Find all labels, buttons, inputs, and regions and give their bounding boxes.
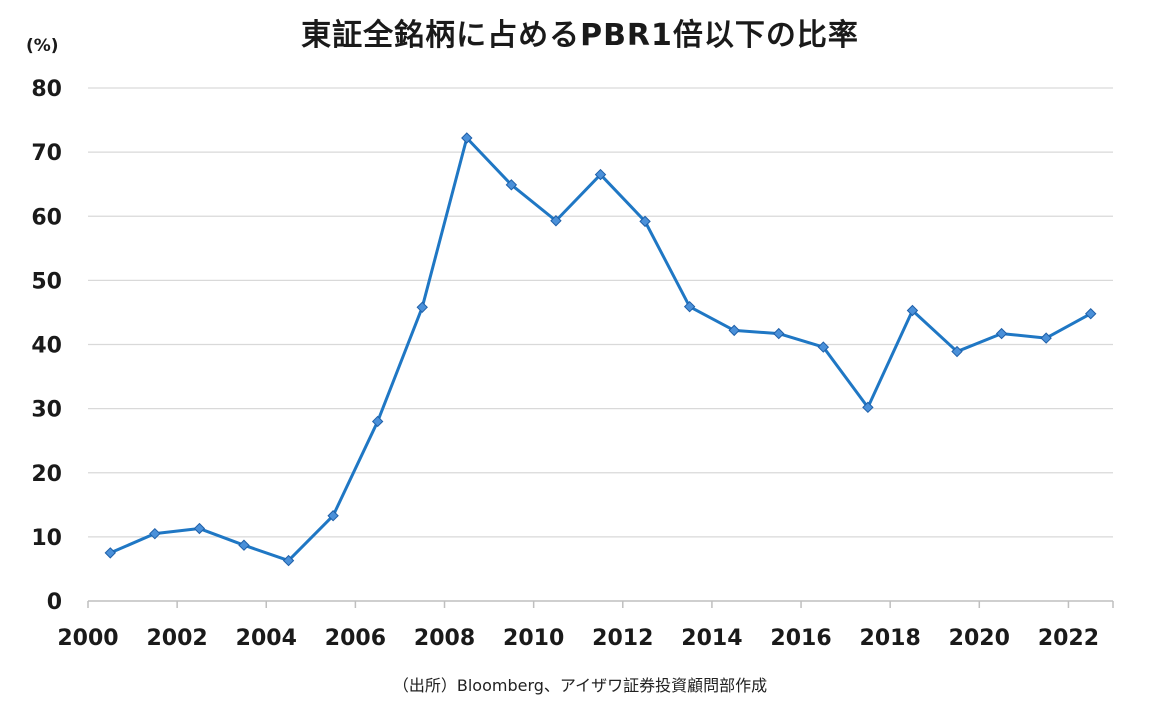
- y-tick-label: 40: [31, 334, 62, 359]
- data-point-marker: [327, 510, 339, 522]
- data-point-marker: [550, 215, 562, 227]
- data-point-marker: [773, 327, 785, 340]
- x-tick-label: 2014: [681, 626, 742, 651]
- data-point-marker: [1085, 308, 1097, 320]
- y-tick-label: 60: [31, 205, 62, 230]
- data-point-marker: [951, 345, 963, 358]
- chart-title: 東証全銘柄に占めるPBR1倍以下の比率: [301, 18, 859, 53]
- x-tick-label: 2020: [949, 626, 1010, 651]
- data-point-marker: [371, 415, 384, 428]
- unit-label: (%): [26, 36, 59, 56]
- y-tick-label: 20: [31, 462, 62, 487]
- data-point-marker: [728, 324, 740, 337]
- data-point-marker: [906, 304, 919, 317]
- data-point-marker: [461, 132, 473, 144]
- data-point-marker: [149, 527, 161, 540]
- y-tick-labels: 0 10 20 30 40 50 60 70 80: [31, 77, 62, 615]
- x-tick-label: 2012: [592, 626, 653, 651]
- x-tick-label: 2004: [236, 626, 297, 651]
- x-tick-label: 2018: [860, 626, 921, 651]
- data-point-marker: [1040, 332, 1052, 344]
- x-tick-label: 2016: [770, 626, 831, 651]
- x-tick-label: 2022: [1038, 626, 1099, 651]
- y-tick-label: 10: [31, 526, 62, 551]
- gridlines: [88, 87, 1113, 538]
- data-point-marker: [282, 554, 295, 567]
- x-tick-label: 2010: [503, 626, 564, 651]
- y-tick-label: 50: [31, 269, 62, 294]
- data-point-marker: [416, 301, 428, 314]
- data-point-marker: [862, 401, 874, 414]
- x-tick-label: 2000: [57, 626, 118, 651]
- series-line: [109, 136, 1092, 563]
- data-point-marker: [594, 168, 607, 181]
- series-polyline: [109, 136, 1092, 563]
- data-point-marker: [238, 539, 250, 551]
- y-tick-label: 80: [31, 77, 62, 102]
- y-tick-label: 30: [31, 398, 62, 423]
- x-tick-label: 2002: [147, 626, 208, 651]
- data-point-marker: [683, 300, 696, 313]
- x-axis: [87, 600, 1114, 608]
- data-point-marker: [639, 215, 651, 228]
- x-tick-label: 2006: [325, 626, 386, 651]
- series-markers: [104, 132, 1097, 567]
- data-point-marker: [104, 547, 116, 559]
- data-point-marker: [193, 522, 206, 535]
- data-point-marker: [995, 327, 1008, 340]
- x-tick-label: 2008: [414, 626, 475, 651]
- data-point-marker: [817, 341, 830, 353]
- data-point-marker: [505, 179, 518, 191]
- x-tick-labels: 2000 2002 2004 2006 2008 2010 2012 2014 2016 2018…: [57, 626, 1099, 651]
- source-note: （出所）Bloomberg、アイザワ証券投資顧問部作成: [392, 676, 768, 695]
- y-tick-label: 0: [47, 590, 62, 615]
- y-tick-label: 70: [31, 141, 62, 166]
